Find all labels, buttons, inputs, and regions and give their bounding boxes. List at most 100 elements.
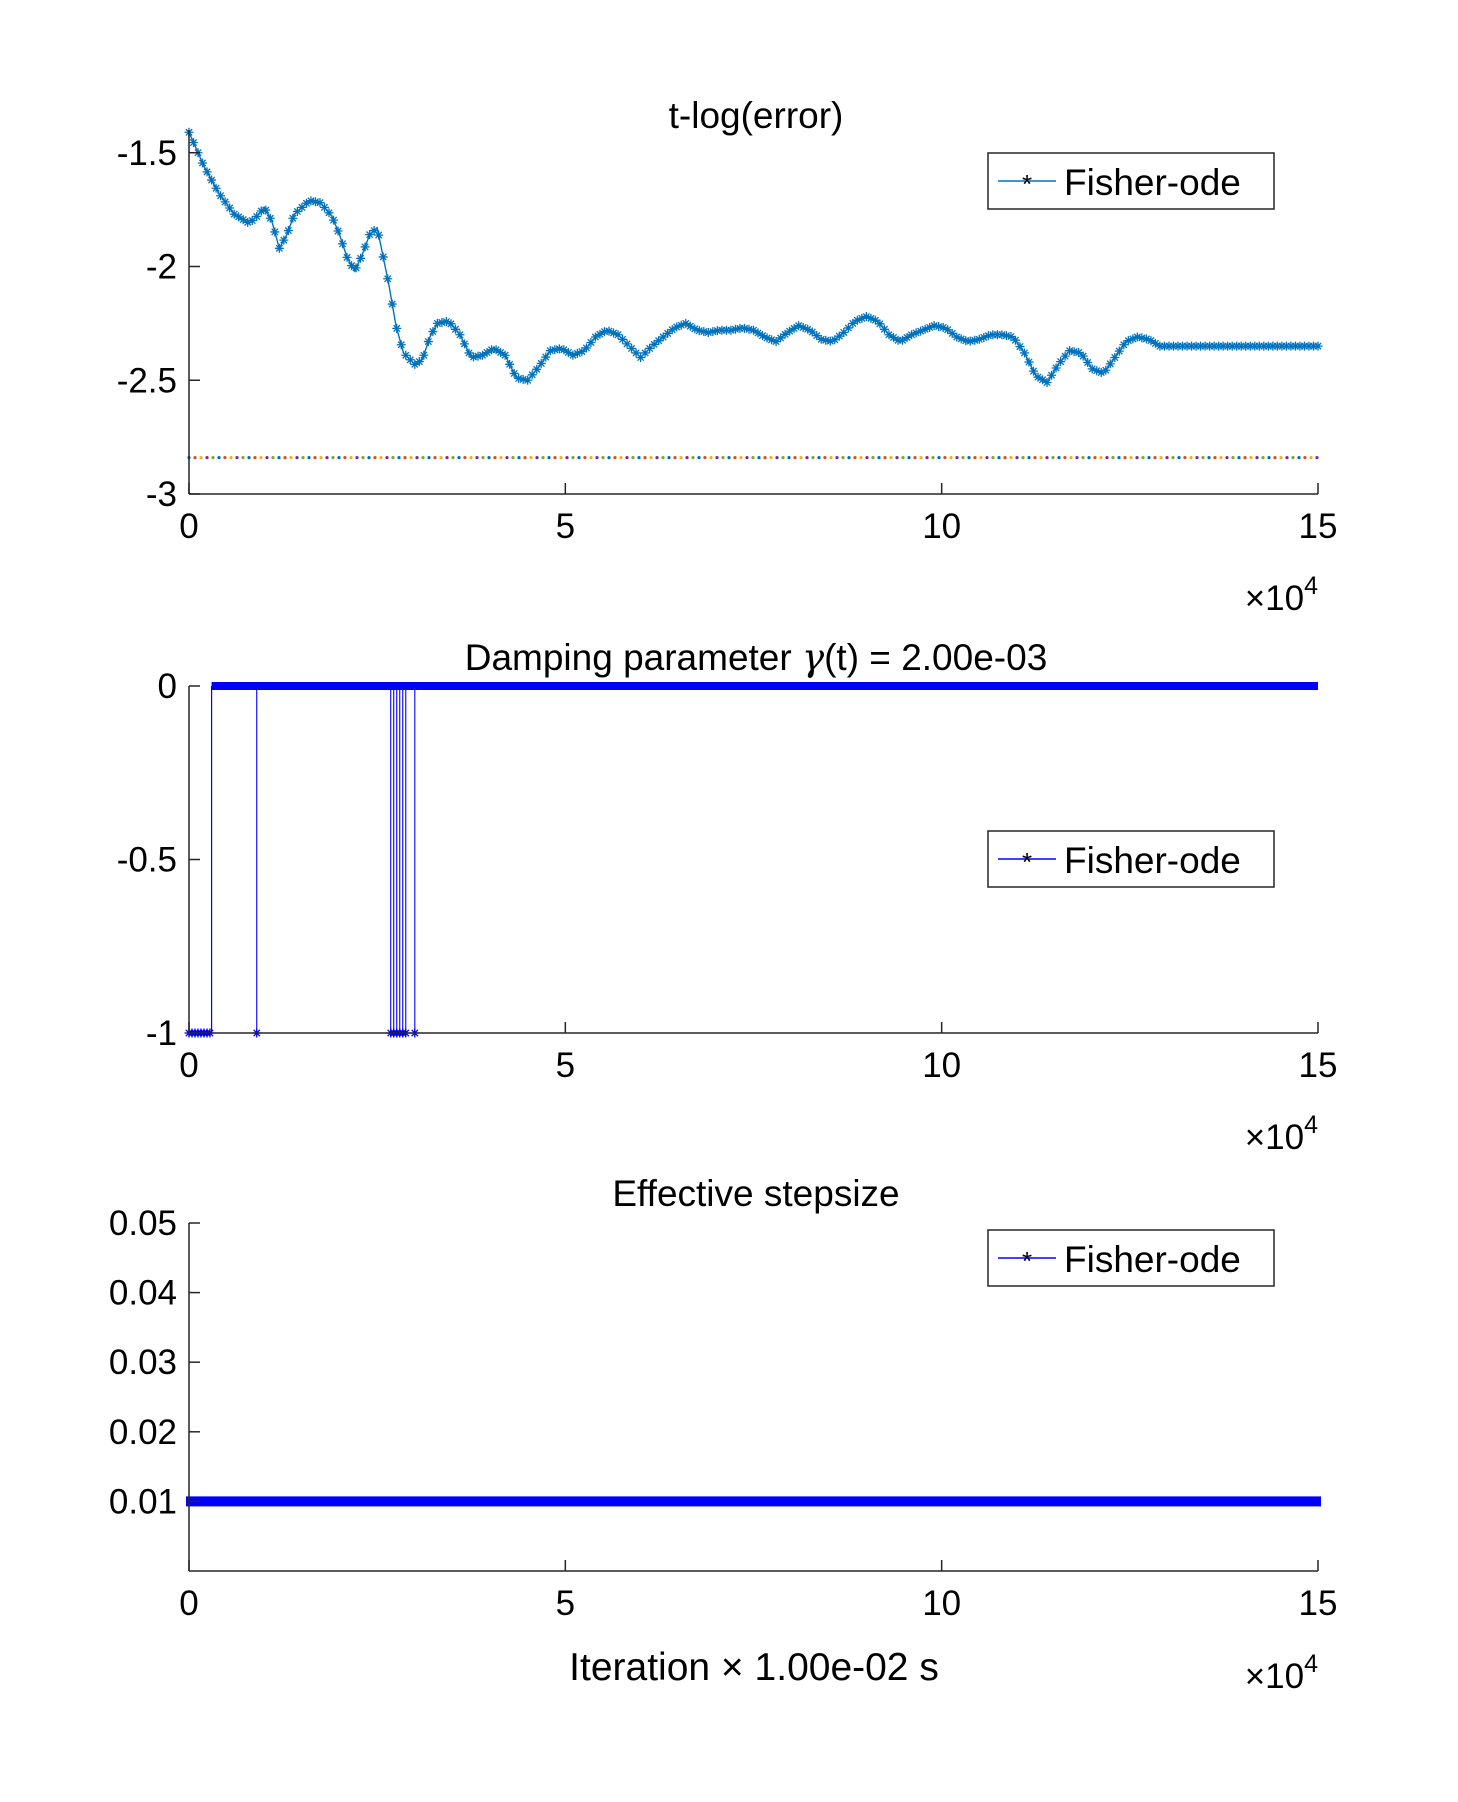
exp-power: 4 [1304, 1111, 1318, 1139]
error-point [487, 345, 497, 355]
reference-point [925, 456, 929, 460]
reference-point [1105, 456, 1109, 460]
error-point [1223, 341, 1233, 351]
error-point [324, 208, 334, 218]
error-point [315, 198, 325, 208]
reference-point [625, 456, 629, 460]
error-point [663, 328, 673, 338]
error-point [676, 320, 686, 330]
reference-point [973, 456, 977, 460]
subplot-damping-x-ticks: 0 5 10 15 [179, 1022, 1337, 1085]
error-point [283, 226, 293, 236]
error-point [225, 203, 235, 213]
error-point [1159, 341, 1169, 351]
reference-point [361, 456, 365, 460]
reference-point [1093, 456, 1097, 460]
reference-point [259, 456, 263, 460]
reference-point [373, 456, 377, 460]
legend-label: Fisher-ode [1064, 162, 1241, 203]
error-point [979, 332, 989, 342]
error-point [1236, 341, 1246, 351]
reference-point [1177, 456, 1181, 460]
reference-point [349, 456, 353, 460]
reference-point [493, 456, 497, 460]
reference-point [451, 456, 455, 460]
reference-point [409, 456, 413, 460]
error-point [590, 332, 600, 342]
error-point [1281, 341, 1291, 351]
error-point [956, 334, 966, 344]
legend-label: Fisher-ode [1064, 840, 1241, 881]
error-point [640, 348, 650, 358]
error-point [568, 350, 578, 360]
reference-point [1189, 456, 1193, 460]
error-point [1263, 341, 1273, 351]
y-tick-label: 0.04 [109, 1274, 177, 1313]
reference-point [571, 456, 575, 460]
error-point [410, 359, 420, 369]
error-point [563, 347, 573, 357]
error-point [699, 327, 709, 337]
reference-point [577, 456, 581, 460]
reference-point [223, 456, 227, 460]
error-point [505, 359, 515, 369]
subplot-stepsize-legend[interactable]: * Fisher-ode [987, 1229, 1275, 1287]
error-point [405, 355, 415, 365]
subplot-stepsize-x-ticks: 0 5 10 15 [179, 1560, 1337, 1623]
error-point [514, 373, 524, 383]
error-point [753, 328, 763, 338]
subplot-damping-legend[interactable]: * Fisher-ode [987, 830, 1275, 888]
error-point [581, 343, 591, 353]
reference-point [1099, 456, 1103, 460]
reference-point [1207, 456, 1211, 460]
reference-point [733, 456, 737, 460]
error-point [627, 343, 637, 353]
error-point [1277, 341, 1287, 351]
x-tick-label: 10 [922, 507, 961, 546]
subplot-stepsize-x-label: Iteration × 1.00e-02 s [569, 1646, 939, 1689]
subplot-error-legend[interactable]: * Fisher-ode [987, 152, 1275, 210]
error-point [830, 335, 840, 345]
error-point [1304, 341, 1314, 351]
x-tick-label: 0 [179, 1584, 198, 1623]
reference-point [787, 456, 791, 460]
legend-asterisk-marker: * [1022, 169, 1032, 199]
error-point [1114, 346, 1124, 356]
error-point [351, 263, 361, 273]
error-point [198, 158, 208, 168]
reference-point [1069, 456, 1073, 460]
reference-point [1243, 456, 1247, 460]
reference-point [1267, 456, 1271, 460]
error-point [1024, 357, 1034, 367]
reference-point [217, 456, 221, 460]
subplot-damping: Damping parameter γ(t) = 2.00e-03 0 5 10 15… [117, 636, 1338, 1157]
reference-point [589, 456, 593, 460]
error-point [572, 348, 582, 358]
error-point [491, 345, 501, 355]
error-point [518, 374, 528, 384]
stepsize-series-markers [186, 1496, 1321, 1507]
subplot-error-x-ticks: 0 5 10 15 [179, 483, 1337, 546]
y-tick-label: 0.03 [109, 1343, 177, 1382]
error-point [997, 330, 1007, 340]
reference-point [1063, 456, 1067, 460]
error-point [1155, 341, 1165, 351]
reference-point [1003, 456, 1007, 460]
error-point [523, 375, 533, 385]
error-point [609, 328, 619, 338]
reference-point [979, 456, 983, 460]
reference-point [895, 456, 899, 460]
reference-point [883, 456, 887, 460]
error-point [1178, 341, 1188, 351]
error-point [672, 322, 682, 332]
reference-point [877, 456, 881, 460]
reference-point [1261, 456, 1265, 460]
error-point [1006, 332, 1016, 342]
reference-point [829, 456, 833, 460]
reference-point [823, 456, 827, 460]
error-point [333, 226, 343, 236]
reference-point [1315, 456, 1319, 460]
reference-point [523, 456, 527, 460]
reference-point [799, 456, 803, 460]
subplot-error-y-ticks: -3 -2.5 -2 -1.5 [117, 134, 200, 514]
